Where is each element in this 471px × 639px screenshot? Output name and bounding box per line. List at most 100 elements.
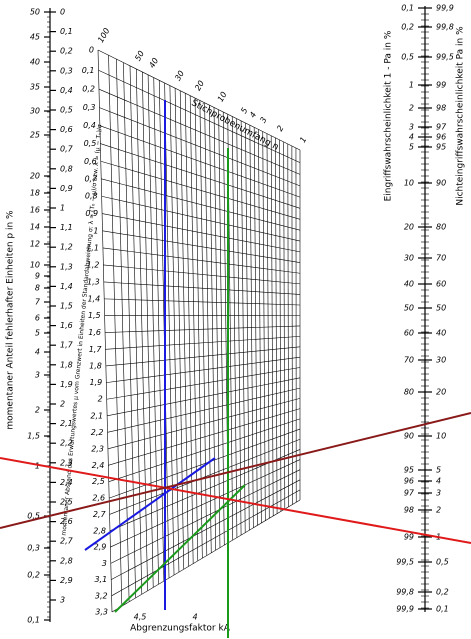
p-label: 30	[30, 107, 40, 116]
lambda-label: 1,1	[60, 223, 73, 232]
pa-right-label: 99,8	[436, 23, 454, 32]
n-line	[279, 139, 282, 512]
lambda-label: 0,7	[60, 145, 74, 154]
grid-lambda-label: 0,5	[84, 139, 97, 148]
grid-lambda-label: 0	[89, 46, 94, 55]
n-line	[275, 137, 278, 514]
pa-left-label: 99,8	[396, 588, 414, 597]
pa-right-label: 3	[436, 489, 441, 498]
pa-right-label: 97	[436, 123, 447, 132]
lambda-line	[99, 107, 301, 187]
lambda-label: 2,2	[60, 439, 73, 448]
p-label: 20	[30, 172, 40, 181]
grid-lambda-label: 1,6	[88, 328, 101, 337]
lambda-line	[108, 418, 301, 482]
n-label: 20	[193, 79, 206, 92]
n-line	[116, 59, 130, 602]
grid-lambda-label: 1,9	[90, 378, 103, 387]
n-line	[174, 88, 185, 570]
grid-lambda-label: 1,7	[89, 345, 103, 354]
pa-right-label: 4	[436, 477, 441, 486]
lambda-line	[99, 125, 301, 198]
grid-lambda-label: 1,3	[87, 277, 100, 286]
grid-lambda-label: 2,8	[93, 526, 106, 535]
lambda-line	[98, 70, 301, 163]
n-line	[141, 71, 154, 588]
pa-right-label: 90	[436, 179, 446, 188]
pa-left-label: 0,1	[401, 4, 414, 13]
n-line	[97, 49, 113, 613]
grid-lambda-label: 0,4	[83, 121, 96, 130]
lambda-line	[103, 281, 301, 295]
p-label: 14	[30, 223, 40, 232]
p-label: 4	[35, 348, 40, 357]
pa-right-label: 99,5	[436, 53, 454, 62]
lambda-label: 2,4	[60, 478, 73, 487]
p-label: 35	[30, 83, 40, 92]
lambda-line	[107, 398, 301, 450]
lambda-label: 2,3	[60, 458, 73, 467]
grid-lambda-label: 2	[98, 395, 103, 404]
lambda-line	[105, 336, 301, 350]
lambda-line	[105, 346, 301, 367]
pa-left-label: 10	[404, 179, 414, 188]
pa-right-label: 50	[436, 304, 446, 313]
grid-lambda-label: 1,4	[87, 294, 100, 303]
lambda-line	[110, 469, 301, 564]
lambda-line	[105, 325, 301, 333]
p-label: 0,2	[27, 571, 40, 580]
n-label: 2	[275, 124, 285, 133]
grid-lambda-label: 3,3	[95, 608, 108, 617]
pa-left-label: 99	[404, 533, 414, 542]
grid-lambda-label: 1,2	[87, 260, 100, 269]
n-line	[253, 127, 258, 526]
right-left-title: Eingriffswahrscheinlichkeit 1 - Pa in %	[384, 30, 394, 201]
pa-left-label: 5	[409, 143, 414, 152]
n-line	[240, 120, 246, 533]
pa-right-label: 96	[436, 133, 446, 142]
grid-lambda-label: 2,6	[92, 494, 105, 503]
n-line	[262, 131, 266, 521]
n-line	[169, 85, 180, 573]
n-line	[245, 123, 250, 531]
lambda-line	[107, 387, 301, 433]
grid-lambda-label: 2,4	[92, 461, 105, 470]
lambda-label: 2,9	[60, 576, 73, 585]
lambda-line	[109, 428, 301, 499]
grid-lambda-label: 2,3	[91, 444, 104, 453]
left-title: momentaner Anteil fehlerhafter Einheiten…	[6, 210, 16, 430]
pa-left-label: 1	[409, 81, 414, 90]
n-line	[184, 93, 194, 564]
lambda-label: 2,8	[60, 556, 73, 565]
lambda-line	[108, 408, 301, 466]
n-line	[179, 90, 189, 567]
pa-right-label: 70	[436, 254, 446, 263]
p-label: 6	[35, 314, 40, 323]
lambda-label: 1,3	[60, 262, 73, 271]
lambda-line	[109, 438, 301, 515]
pa-left-label: 97	[404, 489, 415, 498]
pa-left-label: 70	[404, 356, 414, 365]
lambda-label: 1,4	[60, 282, 73, 291]
pa-right-label: 99,9	[436, 4, 454, 13]
lambda-line	[111, 479, 301, 580]
n-line	[287, 143, 289, 507]
lambda-label: 0,2	[60, 47, 73, 56]
grid-lambda-label: 2,9	[94, 543, 107, 552]
k-label: 4	[192, 613, 197, 622]
lambda-line	[111, 499, 301, 613]
lambda-label: 0	[60, 8, 65, 17]
pa-right-label: 95	[436, 143, 446, 152]
lambda-label: 2	[60, 400, 65, 409]
right-right-title: Nichteingriffswahrscheinlichkeit Pa in %	[456, 26, 466, 206]
grid-lambda-label: 2,5	[92, 477, 105, 486]
lambda-label: 1,5	[60, 302, 73, 311]
grid-lambda-label: 0,6	[84, 157, 97, 166]
pa-left-label: 0,5	[401, 53, 414, 62]
grid-lambda-label: 0,9	[85, 209, 98, 218]
construction-line	[84, 457, 216, 551]
p-label: 45	[30, 33, 40, 42]
lambda-label: 2,6	[60, 517, 73, 526]
lambda-label: 0,6	[60, 125, 73, 134]
p-label: 1,5	[27, 432, 40, 441]
